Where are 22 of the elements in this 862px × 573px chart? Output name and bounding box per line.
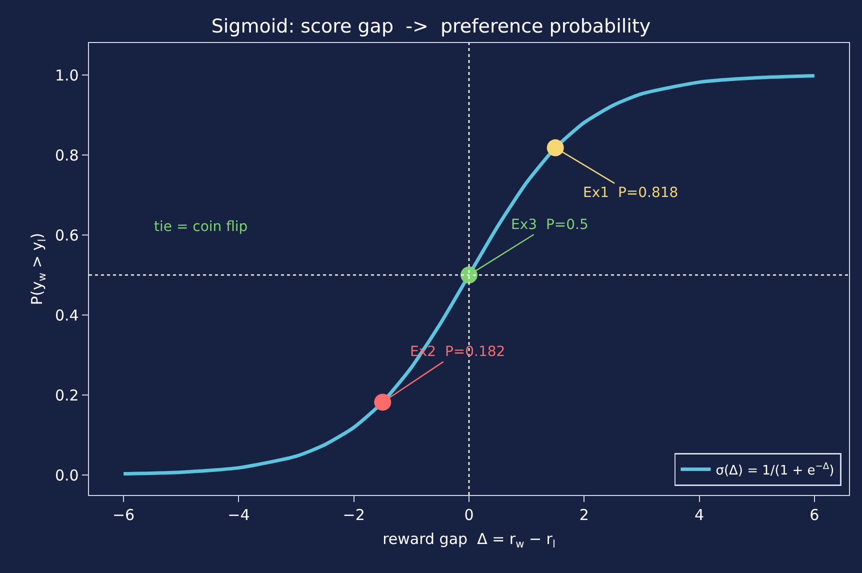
y-tick-label: 0.4	[54, 306, 79, 324]
point	[546, 139, 564, 156]
legend-label: σ(Δ) = 1/(1 + e$^{−Δ}$)	[716, 462, 834, 478]
x-tick-label: 2	[579, 506, 589, 524]
x-tick-label: −6	[112, 506, 135, 524]
annotation: Ex1 P=0.818	[583, 185, 678, 201]
y-tick-label: 1.0	[54, 66, 79, 84]
line-series	[122, 74, 816, 476]
x-axis-title: reward gap Δ = r$_{w}$ − r$_{l}$	[382, 530, 556, 550]
x-tick-label: 0	[464, 506, 474, 524]
x-tick-label: 4	[694, 506, 704, 524]
y-tick-label: 0.8	[54, 146, 79, 164]
y-tick-label: 0.0	[54, 466, 79, 484]
y-tick-label: 0.6	[54, 226, 79, 244]
x-tick-label: 6	[810, 506, 820, 524]
annotation: Ex3 P=0.5	[511, 217, 588, 233]
y-tick-label: 0.2	[54, 386, 79, 404]
x-tick-label: −2	[342, 506, 365, 524]
x-tick-label: −4	[228, 506, 250, 524]
ref-line-label: tie = coin flip	[154, 219, 248, 235]
chart-title: Sigmoid: score gap -> preference probability	[211, 15, 651, 38]
point	[374, 394, 392, 411]
